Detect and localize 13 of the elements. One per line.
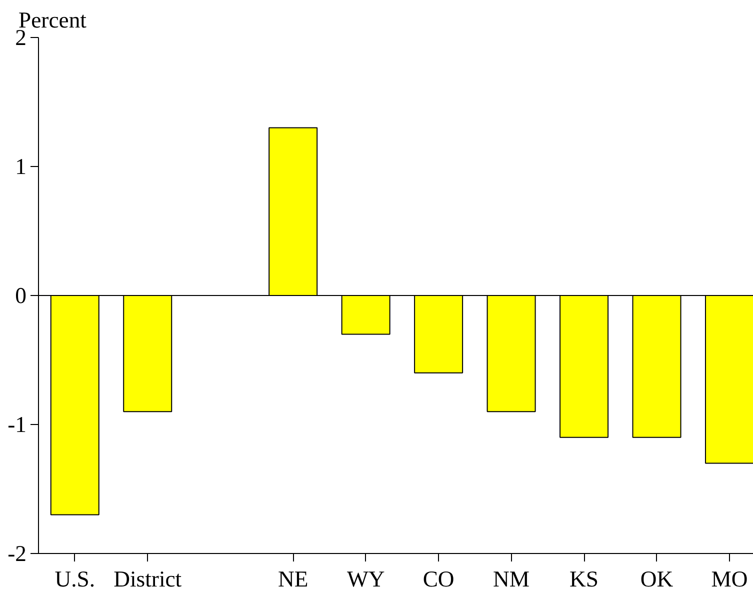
x-tick-label: WY [346,566,385,592]
x-tick-label: District [114,566,182,592]
y-tick-label: -1 [8,412,26,437]
x-tick-label: NE [278,566,308,592]
y-tick-label: 1 [15,154,26,179]
x-tick-label: NM [493,566,530,592]
x-tick-label: OK [640,566,674,592]
x-tick-label: MO [711,566,748,592]
y-tick-label: 0 [15,283,26,308]
x-tick-label: KS [570,566,599,592]
x-tick-label: CO [422,566,454,592]
y-tick-label: -2 [8,541,26,566]
x-tick-label: U.S. [54,566,96,592]
